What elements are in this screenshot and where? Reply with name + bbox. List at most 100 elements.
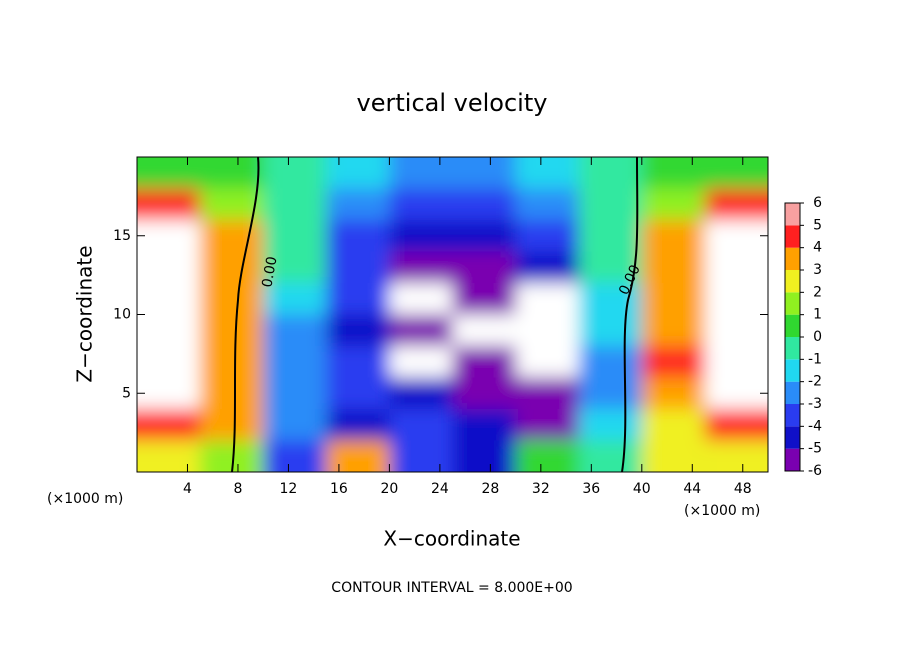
colorbar-swatch — [785, 426, 800, 449]
field-cell — [578, 220, 642, 252]
field-cell — [578, 440, 642, 472]
field-cell — [452, 220, 516, 252]
field-cell — [641, 220, 705, 252]
colorbar-label: 6 — [813, 195, 822, 211]
y-tick-label: 10 — [113, 307, 131, 323]
field-cell — [704, 377, 768, 409]
colorbar-swatch — [785, 314, 800, 337]
x-tick-label: 44 — [683, 481, 701, 497]
field-cell — [326, 283, 390, 315]
field-cell — [389, 377, 453, 409]
x-tick-label: 40 — [633, 481, 651, 497]
x-tick-label: 28 — [481, 481, 499, 497]
field-cell — [263, 409, 327, 441]
field-cell — [263, 440, 327, 472]
field-cell — [263, 346, 327, 378]
field-cell — [578, 409, 642, 441]
x-tick-label: 12 — [280, 481, 298, 497]
colorbar-swatch — [785, 359, 800, 382]
field-cell — [263, 188, 327, 220]
unit-label: (×1000 m) — [684, 503, 760, 519]
field-cell — [326, 314, 390, 346]
field-cell — [137, 283, 201, 315]
field-cell — [515, 440, 579, 472]
field-cell — [137, 346, 201, 378]
field-cell — [326, 377, 390, 409]
field-cell — [515, 283, 579, 315]
field-cell — [578, 188, 642, 220]
field-cell — [704, 283, 768, 315]
field-cell — [200, 314, 264, 346]
colorbar-label: 4 — [813, 240, 822, 256]
field-cell — [515, 377, 579, 409]
contour-label: 0.00 — [259, 255, 280, 288]
field-cell — [263, 251, 327, 283]
field-cell — [200, 157, 264, 189]
field-cell — [326, 157, 390, 189]
field-cell — [515, 409, 579, 441]
field-cell — [326, 251, 390, 283]
y-tick-label: 5 — [122, 385, 131, 401]
field-cell — [389, 188, 453, 220]
field-cell — [641, 440, 705, 472]
x-tick-label: 20 — [380, 481, 398, 497]
y-tick-label: 15 — [113, 228, 131, 244]
field-cell — [641, 188, 705, 220]
field-cell — [389, 157, 453, 189]
colorbar-swatch — [785, 247, 800, 270]
field-cell — [578, 157, 642, 189]
colorbar-label: -2 — [808, 374, 822, 390]
field — [137, 157, 768, 472]
field-cell — [704, 409, 768, 441]
field-cell — [704, 346, 768, 378]
x-tick-label: 16 — [330, 481, 348, 497]
colorbar-label: -1 — [808, 351, 822, 367]
field-cell — [704, 314, 768, 346]
colorbar-swatch — [785, 404, 800, 427]
footer: CONTOUR INTERVAL = 8.000E+00 — [331, 580, 572, 596]
colorbar-swatch — [785, 292, 800, 315]
field-cell — [515, 346, 579, 378]
field-cell — [452, 346, 516, 378]
field-cell — [389, 346, 453, 378]
field-cell — [515, 220, 579, 252]
colorbar-label: -5 — [808, 441, 822, 457]
field-cell — [578, 377, 642, 409]
colorbar-label: -3 — [808, 396, 822, 412]
x-tick-label: 4 — [183, 481, 192, 497]
field-cell — [326, 220, 390, 252]
field-cell — [200, 251, 264, 283]
x-tick-label: 32 — [532, 481, 550, 497]
colorbar-label: -6 — [808, 463, 822, 479]
field-cell — [137, 377, 201, 409]
colorbar-label: -4 — [808, 418, 822, 434]
field-cell — [578, 314, 642, 346]
field-cell — [326, 409, 390, 441]
field-cell — [200, 220, 264, 252]
field-cell — [389, 440, 453, 472]
field-cell — [389, 283, 453, 315]
field-cell — [452, 251, 516, 283]
field-cell — [263, 157, 327, 189]
field-cell — [452, 283, 516, 315]
x-tick-label: 24 — [431, 481, 449, 497]
field-cell — [200, 409, 264, 441]
field-cell — [326, 440, 390, 472]
zero-contours — [231, 157, 639, 472]
field-cell — [641, 377, 705, 409]
x-tick-label: 8 — [233, 481, 242, 497]
field-cell — [137, 251, 201, 283]
colorbar-swatch — [785, 448, 800, 471]
field-cell — [200, 377, 264, 409]
field-cell — [641, 157, 705, 189]
field-cell — [452, 157, 516, 189]
colorbar-swatch — [785, 225, 800, 248]
field-cell — [452, 377, 516, 409]
field-cell — [704, 251, 768, 283]
field-cell — [389, 409, 453, 441]
field-cell — [578, 251, 642, 283]
unit-label: (×1000 m) — [47, 491, 123, 507]
field-cell — [137, 440, 201, 472]
field-cell — [326, 188, 390, 220]
field-cell — [704, 220, 768, 252]
